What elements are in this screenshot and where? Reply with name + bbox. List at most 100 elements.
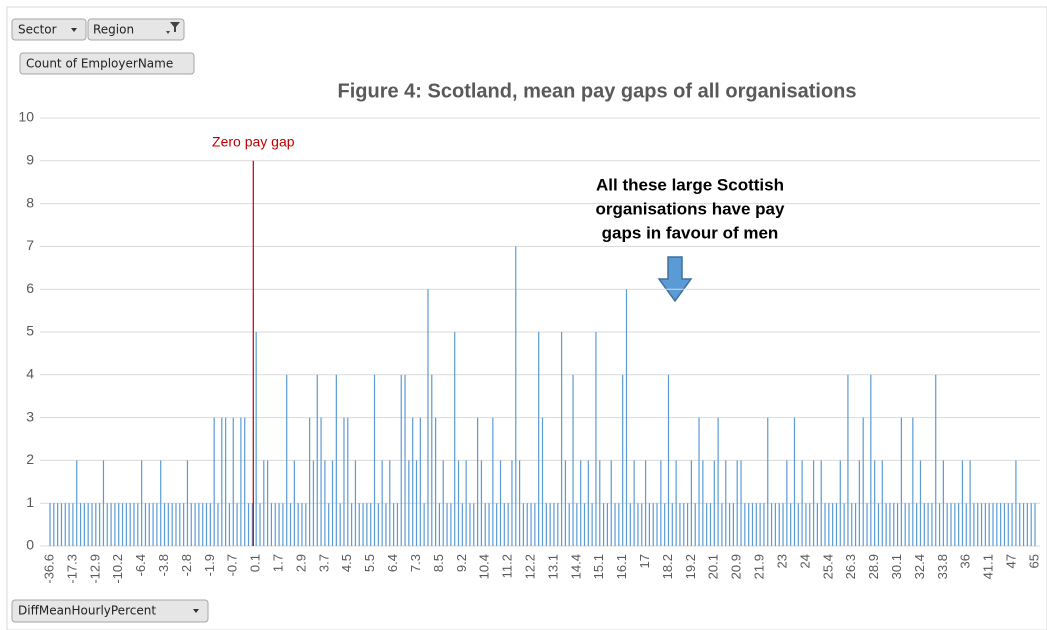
bar (473, 503, 475, 546)
bar (832, 503, 834, 546)
bar (289, 503, 292, 546)
bar (110, 503, 112, 546)
bar (694, 503, 696, 546)
filter-button[interactable] (11, 18, 87, 41)
bar (415, 460, 418, 546)
field-label[interactable]: DiffMeanHourlyPercent (18, 604, 156, 618)
x-tick-label: 8.5 (431, 554, 446, 572)
filter-label[interactable]: Region (93, 23, 134, 37)
bar (809, 503, 811, 546)
bar (541, 417, 544, 546)
filter-button[interactable] (87, 18, 185, 41)
filter-label[interactable]: Sector (18, 23, 57, 37)
bar (507, 503, 509, 546)
x-tick-label: -12.9 (87, 554, 102, 584)
bar (587, 460, 589, 546)
bar (64, 503, 66, 546)
bar (679, 503, 681, 546)
bar (400, 374, 402, 546)
x-tick-label: 6.4 (385, 554, 400, 572)
bar (874, 460, 876, 546)
bar (919, 460, 922, 546)
bar (454, 332, 456, 546)
bar (870, 374, 872, 546)
bar (213, 417, 215, 546)
bar (633, 460, 635, 546)
bar (797, 503, 799, 546)
x-tick-label: 14.4 (568, 554, 583, 579)
bar (961, 460, 964, 546)
bar (209, 503, 211, 546)
bar (534, 503, 536, 546)
bar (259, 503, 261, 546)
field-button[interactable] (19, 52, 195, 75)
bar (690, 460, 692, 546)
bar (450, 503, 452, 546)
dropdown-icon (71, 28, 77, 32)
bar (893, 503, 895, 546)
bar (954, 503, 956, 546)
bar (973, 503, 975, 546)
bar (660, 460, 662, 546)
bar (373, 374, 376, 546)
bar (801, 460, 803, 546)
bar (278, 503, 280, 546)
y-tick-label: 4 (26, 366, 34, 382)
x-tick-label: 4.5 (339, 554, 354, 572)
bar (232, 417, 234, 546)
bar (72, 503, 74, 546)
x-tick-label: 30.1 (889, 554, 904, 579)
bar (652, 503, 654, 546)
x-tick-label: 24 (797, 554, 812, 568)
bar (820, 460, 822, 546)
bar (709, 503, 712, 546)
bar (125, 503, 127, 546)
y-tick-label: 6 (26, 280, 34, 296)
bar (522, 503, 525, 546)
bar (419, 417, 421, 546)
bar (76, 460, 78, 546)
bar (106, 503, 108, 546)
bar (186, 460, 189, 546)
x-tick-label: 41.1 (981, 554, 996, 579)
field-label[interactable]: Count of EmployerName (26, 57, 173, 71)
x-tick-label: 18.2 (660, 554, 675, 579)
x-tick-label: -10.2 (110, 554, 125, 584)
bar (969, 460, 971, 546)
bar (438, 503, 441, 546)
bar (190, 503, 192, 546)
bar (965, 503, 967, 546)
annotation: gaps in favour of men (602, 223, 779, 242)
bar (301, 503, 303, 546)
x-tick-label: 1.7 (271, 554, 286, 572)
x-tick-label: 12.2 (522, 554, 537, 579)
x-tick-label: 17 (637, 554, 652, 568)
bar (163, 503, 166, 546)
bar (121, 503, 124, 546)
field-button[interactable] (11, 599, 209, 623)
bar (1011, 503, 1013, 546)
bar (843, 503, 845, 546)
bar (858, 460, 860, 546)
bar (198, 503, 200, 546)
bar (282, 503, 284, 546)
bar (686, 503, 689, 546)
y-tick-label: 3 (26, 408, 34, 424)
y-tick-label: 1 (26, 494, 34, 510)
bar (518, 460, 521, 546)
x-tick-label: 20.1 (706, 554, 721, 579)
bar (240, 417, 242, 546)
bar (560, 332, 563, 546)
bar (144, 503, 147, 546)
bar (247, 503, 250, 546)
bar (309, 417, 311, 546)
bar (736, 460, 738, 546)
bar (328, 503, 330, 546)
bar (461, 503, 463, 546)
bar (175, 503, 177, 546)
bar (156, 503, 158, 546)
bar (358, 503, 360, 546)
bar (515, 246, 517, 546)
bar (946, 503, 948, 546)
